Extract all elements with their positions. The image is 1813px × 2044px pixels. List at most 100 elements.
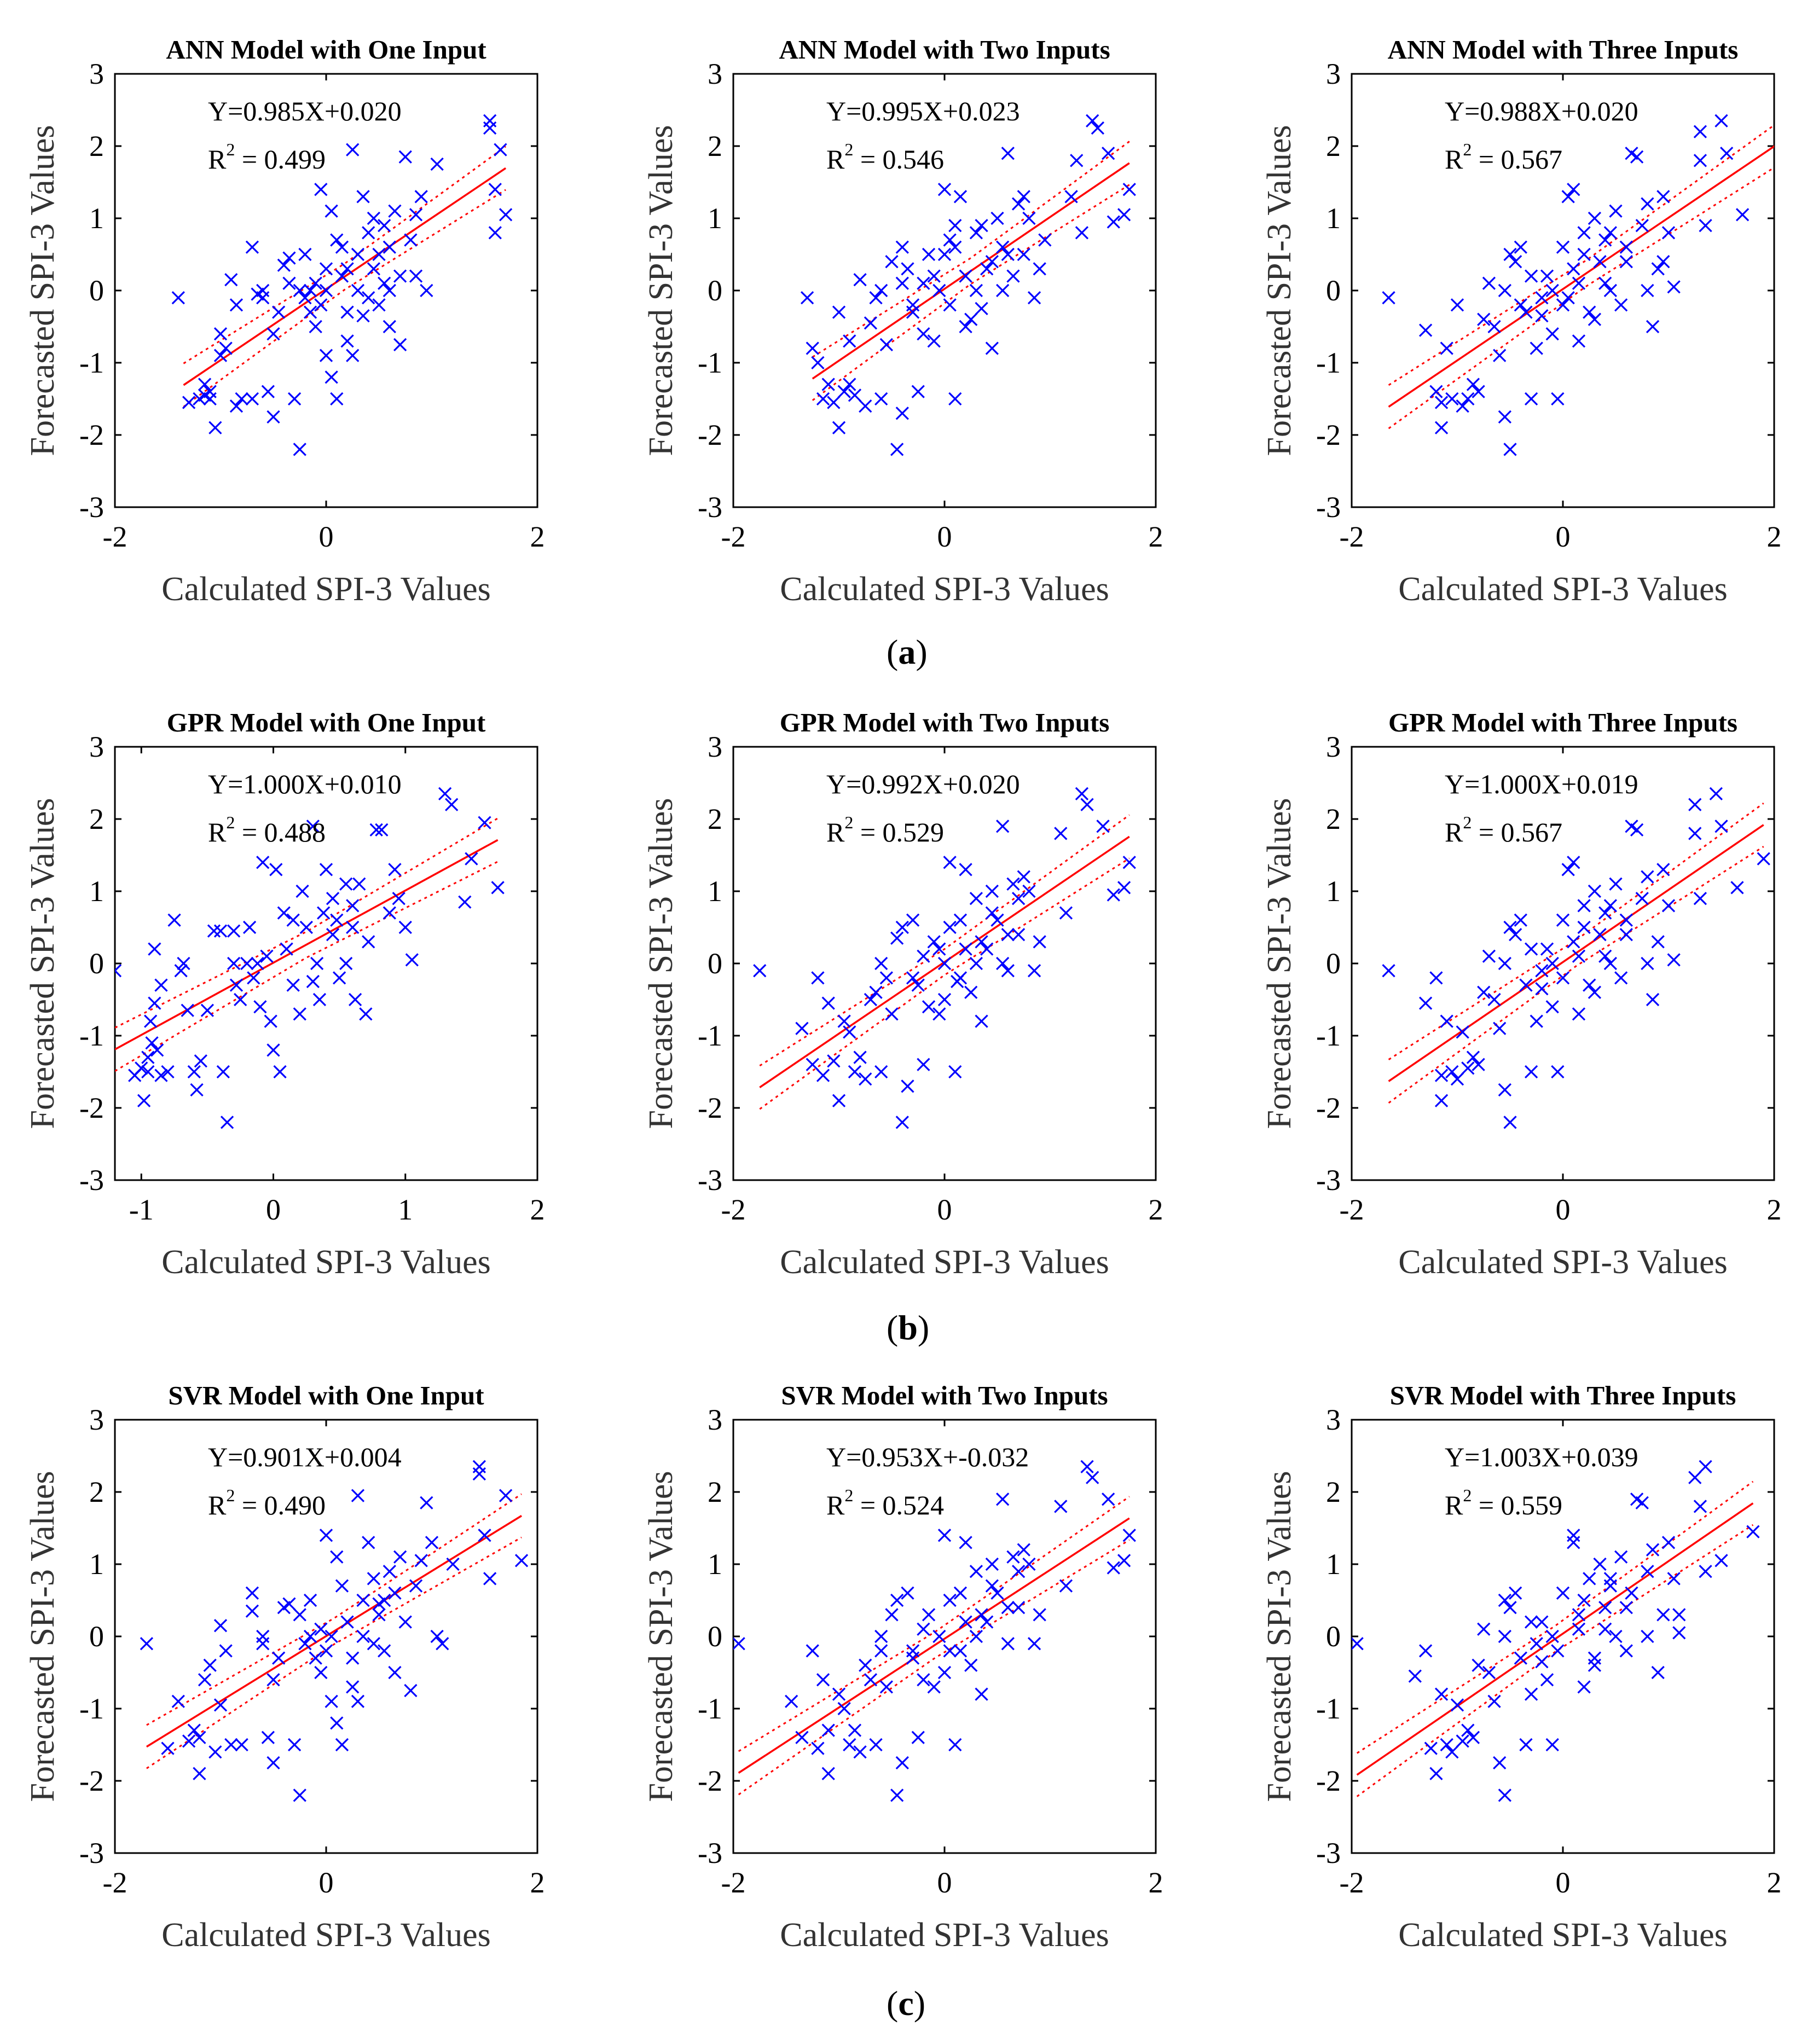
data-point (213, 1698, 228, 1712)
x-tick-label: -2 (721, 1193, 746, 1226)
data-point (1456, 399, 1469, 413)
data-point (1709, 787, 1723, 800)
data-point (229, 399, 244, 413)
data-point (832, 421, 846, 434)
y-tick-label: -2 (698, 419, 722, 451)
data-point (1006, 1550, 1020, 1564)
data-point (1445, 1745, 1459, 1759)
data-point (325, 1694, 338, 1708)
data-point (1434, 421, 1449, 434)
panel-label-a-letter: a (898, 632, 916, 671)
data-point (1556, 298, 1570, 312)
data-point (1720, 147, 1734, 160)
data-point (1545, 1629, 1559, 1644)
data-point (282, 276, 296, 290)
data-point (937, 1529, 952, 1542)
data-point (346, 920, 360, 934)
data-point (932, 1629, 946, 1644)
data-point (1519, 305, 1533, 319)
data-point (359, 1007, 373, 1021)
data-point (161, 1065, 175, 1079)
data-point (991, 1586, 1004, 1600)
data-point (811, 971, 825, 985)
data-point (224, 273, 238, 287)
data-point (874, 392, 888, 406)
data-point (319, 349, 333, 362)
data-point (398, 150, 412, 164)
data-point (1572, 1608, 1586, 1622)
data-point (1027, 291, 1041, 305)
data-point (362, 226, 375, 240)
data-point (1656, 863, 1670, 876)
data-point (827, 1054, 841, 1068)
x-tick-label: 2 (530, 1866, 545, 1899)
data-point (874, 1065, 888, 1079)
x-tick-label: -2 (1340, 520, 1364, 553)
data-point (853, 273, 867, 287)
data-point (154, 978, 168, 992)
y-tick-label: 3 (1326, 57, 1341, 90)
data-point (1434, 1094, 1449, 1107)
data-point (890, 1593, 904, 1607)
data-point (832, 305, 846, 319)
data-point (927, 334, 941, 348)
data-point (937, 1665, 952, 1680)
data-point (388, 1665, 402, 1680)
data-point (1535, 982, 1549, 996)
x-tick-label: 0 (266, 1193, 281, 1226)
data-point (330, 1550, 344, 1564)
data-point (1672, 1626, 1686, 1640)
data-point (1429, 385, 1443, 398)
data-point (298, 1637, 312, 1651)
data-point (1641, 956, 1654, 971)
data-point (1577, 899, 1591, 913)
data-point (198, 1673, 212, 1687)
data-point (1699, 219, 1712, 233)
y-tick-label: -2 (79, 1764, 104, 1797)
data-point (1450, 298, 1464, 312)
data-point (1059, 1579, 1073, 1593)
data-point (906, 971, 920, 985)
data-point (890, 1788, 904, 1802)
data-point (1524, 942, 1538, 956)
data-point (339, 877, 353, 891)
data-point (1641, 283, 1654, 298)
data-point (388, 204, 402, 218)
data-point (306, 820, 320, 833)
data-point (369, 823, 383, 837)
data-point (922, 1000, 936, 1014)
data-point (1006, 877, 1020, 891)
data-point (843, 1738, 856, 1752)
data-point (1551, 392, 1565, 406)
confidence-bound-upper (812, 141, 1130, 358)
data-point (404, 233, 418, 247)
y-axis-label: Forecasted SPI-3 Values (1261, 125, 1298, 456)
y-tick-label: 3 (708, 57, 722, 90)
y-tick-label: -3 (698, 491, 722, 524)
data-point (948, 240, 962, 254)
data-point (985, 341, 999, 355)
y-tick-label: -2 (79, 1091, 104, 1124)
data-point (1688, 798, 1702, 811)
data-point (1011, 1601, 1026, 1615)
data-point (242, 920, 257, 934)
data-point (1699, 1460, 1712, 1473)
data-point (869, 985, 883, 999)
y-tick-label: -2 (698, 1764, 722, 1797)
data-point (267, 1673, 280, 1687)
r-squared-symbol: R (826, 144, 845, 175)
data-point (848, 388, 862, 402)
data-point (853, 1050, 867, 1064)
y-tick-label: -3 (79, 1164, 104, 1197)
data-point (1619, 1601, 1633, 1615)
data-point (1577, 920, 1591, 934)
data-point (1588, 985, 1602, 999)
r-squared-value: = 0.567 (1472, 144, 1562, 175)
data-point (339, 956, 353, 971)
data-point (964, 1658, 978, 1672)
data-point (1593, 255, 1607, 269)
data-point (383, 320, 396, 334)
